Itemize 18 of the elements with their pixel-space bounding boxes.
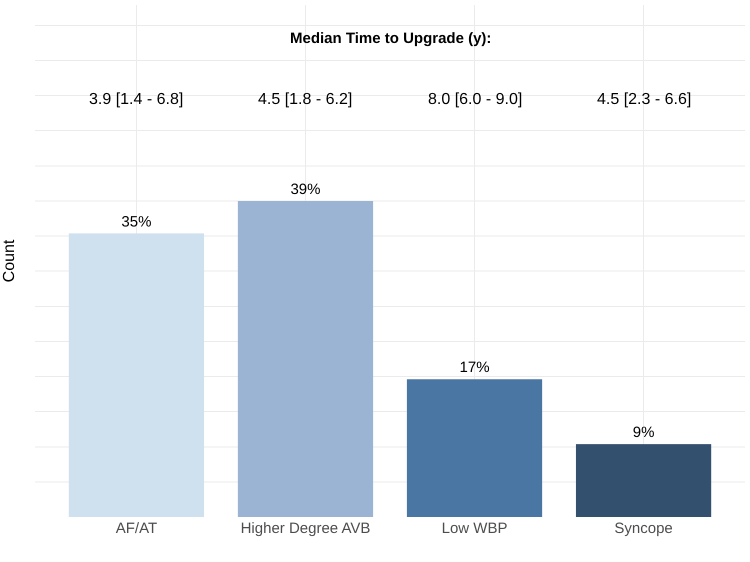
data-label: 9% bbox=[632, 424, 654, 442]
text: Median Time to Upgrade (y): bbox=[290, 30, 492, 47]
text: 4.5 [1.8 - 6.2] bbox=[258, 91, 352, 108]
data-label: 39% bbox=[290, 180, 320, 198]
bar bbox=[576, 444, 712, 517]
bar bbox=[68, 233, 204, 517]
data-label: 35% bbox=[121, 213, 152, 230]
text: 8.0 [6.0 - 9.0] bbox=[428, 91, 522, 108]
bar bbox=[238, 200, 374, 517]
text: 4.5 [2.3 - 6.6] bbox=[597, 91, 692, 108]
x-tick-label: Higher Degree AVB bbox=[240, 520, 370, 537]
bar bbox=[406, 379, 542, 517]
x-tick-label: Syncope bbox=[614, 520, 673, 537]
text: 3.9 [1.4 - 6.8] bbox=[89, 91, 184, 108]
x-tick-label: AF/AT bbox=[116, 520, 158, 537]
data-label: 17% bbox=[460, 359, 490, 376]
y-axis-title: Count bbox=[0, 239, 18, 282]
x-tick-label: Low WBP bbox=[442, 520, 508, 537]
